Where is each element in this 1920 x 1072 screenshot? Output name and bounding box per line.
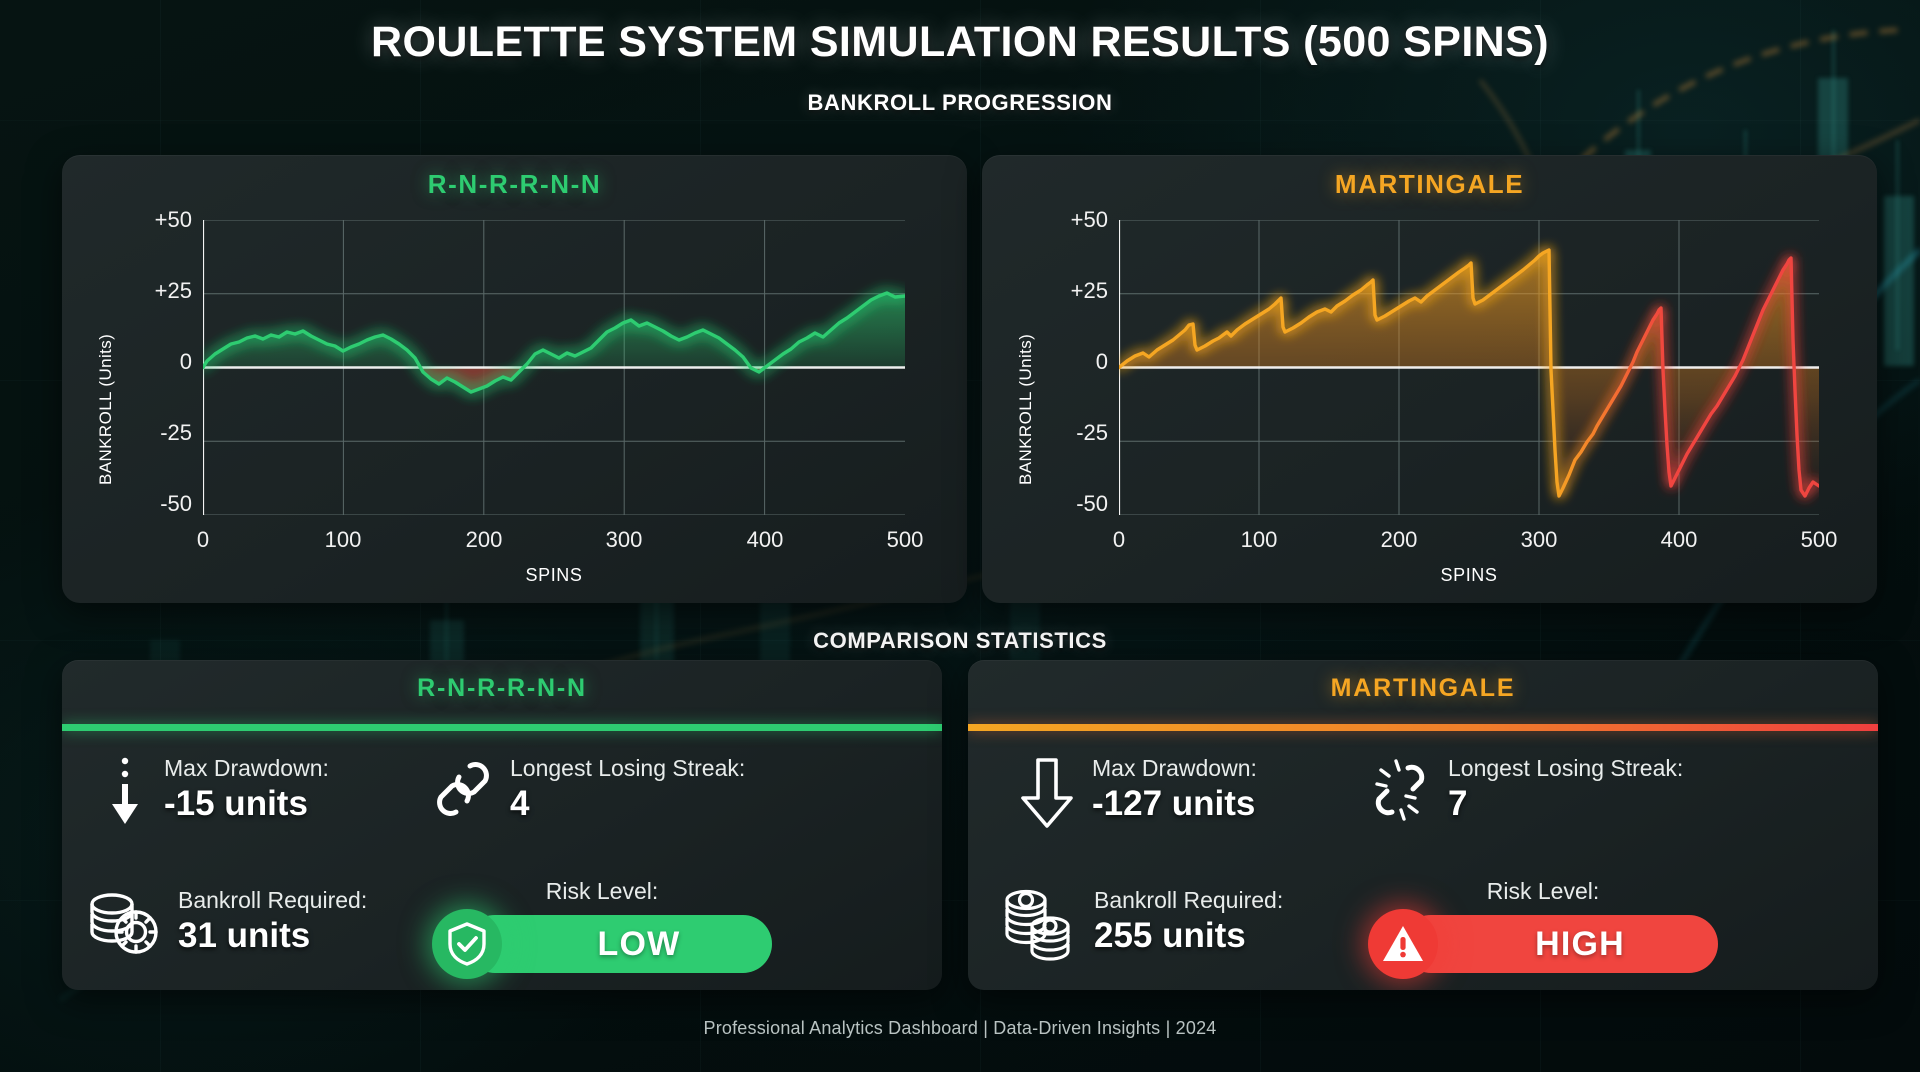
broken-chain-icon [1368,754,1432,826]
big-down-arrow-icon [1018,754,1076,832]
chart-panel-rnrrnn: R-N-R-R-N-N BANKROLL (Units) +50 +25 0 -… [62,155,967,603]
x-tick-right-4: 400 [1660,527,1698,552]
risk-level-value-left: LOW [597,924,681,963]
y-tick-right-0: +50 [1070,207,1108,232]
x-tick-right-3: 300 [1520,527,1558,552]
y-tick-right-2: 0 [1095,349,1108,374]
stat-label-bankroll-required-right: Bankroll Required: [1094,887,1284,913]
chart-panel-martingale: MARTINGALE BANKROLL (Units) +50 +25 0 -2… [982,155,1877,603]
chart-plot-rnrrnn: BANKROLL (Units) +50 +25 0 -25 -50 [62,155,967,603]
stat-value-bankroll-required-left: 31 units [178,915,311,955]
x-tick-left-2: 200 [465,527,503,552]
risk-level-badge-left[interactable]: LOW [432,909,772,979]
x-tick-left-4: 400 [746,527,784,552]
stat-value-max-drawdown-right: -127 units [1092,783,1256,823]
stats-title-martingale: MARTINGALE [1330,674,1516,702]
y-axis-label-right: BANKROLL (Units) [1016,333,1035,485]
casino-chips-stack-icon [1000,886,1078,962]
stat-value-losing-streak-right: 7 [1448,783,1468,823]
y-tick-left-3: -25 [160,420,192,445]
stat-max-drawdown-right: Max Drawdown: -127 units [1018,754,1438,832]
y-tick-left-1: +25 [154,278,192,303]
y-tick-right-3: -25 [1076,420,1108,445]
chart-plot-martingale: BANKROLL (Units) +50 +25 0 -25 -50 [982,155,1877,603]
stat-value-bankroll-required-right: 255 units [1094,915,1246,955]
y-tick-left-4: -50 [160,491,192,516]
shield-check-icon [432,909,502,979]
warning-triangle-icon [1368,909,1438,979]
stats-grid-left: Max Drawdown: -15 units Longest Losing S… [62,734,942,990]
y-axis-label-left: BANKROLL (Units) [96,333,115,485]
stats-accent-bar-left [62,724,942,731]
stat-bankroll-required-right: Bankroll Required: 255 units [1000,886,1420,962]
stat-label-max-drawdown-right: Max Drawdown: [1092,755,1257,781]
x-axis-label-left: SPINS [525,565,583,585]
x-tick-right-2: 200 [1380,527,1418,552]
x-axis-label-right: SPINS [1440,565,1498,585]
stats-panel-martingale: MARTINGALE Max Drawdown: -127 units [968,660,1878,990]
risk-level-label-right: Risk Level: [1486,878,1600,904]
x-tick-left-0: 0 [196,527,210,552]
x-tick-left-5: 500 [886,527,924,552]
x-tick-right-0: 0 [1112,527,1126,552]
y-tick-right-4: -50 [1076,491,1108,516]
stats-title-rnrrnn: R-N-R-R-N-N [417,674,587,702]
chart-svg-martingale [1119,220,1819,515]
risk-level-left[interactable]: Risk Level: LOW [432,878,772,979]
risk-level-right[interactable]: Risk Level: HIGH [1368,878,1718,979]
stat-value-losing-streak-left: 4 [510,783,530,823]
stats-accent-bar-right [968,724,1878,731]
stat-label-max-drawdown-left: Max Drawdown: [164,755,329,781]
chart-title-rnrrnn: R-N-R-R-N-N [427,169,602,199]
stat-label-losing-streak-left: Longest Losing Streak: [510,755,746,781]
risk-level-pill-right[interactable]: HIGH [1402,915,1718,973]
casino-chips-icon [84,886,162,958]
stats-grid-right: Max Drawdown: -127 units [968,734,1878,990]
footer-text: Professional Analytics Dashboard | Data-… [703,1018,1217,1038]
risk-level-label-left: Risk Level: [545,878,659,904]
stats-panel-rnrrnn: R-N-R-R-N-N Max Drawdown: -15 units [62,660,942,990]
page-title: ROULETTE SYSTEM SIMULATION RESULTS (500 … [371,18,1549,66]
stat-label-losing-streak-right: Longest Losing Streak: [1448,755,1684,781]
y-tick-right-1: +25 [1070,278,1108,303]
stat-losing-streak-right: Longest Losing Streak: 7 [1368,754,1828,826]
dotted-down-arrow-icon [102,754,148,828]
y-tick-left-0: +50 [154,207,192,232]
stat-max-drawdown-left: Max Drawdown: -15 units [102,754,502,828]
stat-losing-streak-left: Longest Losing Streak: 4 [432,754,852,824]
chain-link-icon [432,754,494,824]
x-tick-left-3: 300 [605,527,643,552]
risk-level-badge-right[interactable]: HIGH [1368,909,1718,979]
y-tick-left-2: 0 [179,349,192,374]
stat-value-max-drawdown-left: -15 units [164,783,308,823]
stat-bankroll-required-left: Bankroll Required: 31 units [84,886,484,958]
risk-level-value-right: HIGH [1535,924,1625,963]
stat-label-bankroll-required-left: Bankroll Required: [178,887,368,913]
chart-svg-rnrrnn [203,220,905,515]
risk-level-pill-left[interactable]: LOW [466,915,772,973]
x-tick-right-1: 100 [1240,527,1278,552]
x-tick-left-1: 100 [324,527,362,552]
chart-title-martingale: MARTINGALE [1334,169,1525,199]
x-tick-right-5: 500 [1800,527,1838,552]
section-title-comparison: COMPARISON STATISTICS [813,628,1107,653]
section-title-bankroll: BANKROLL PROGRESSION [807,90,1113,115]
